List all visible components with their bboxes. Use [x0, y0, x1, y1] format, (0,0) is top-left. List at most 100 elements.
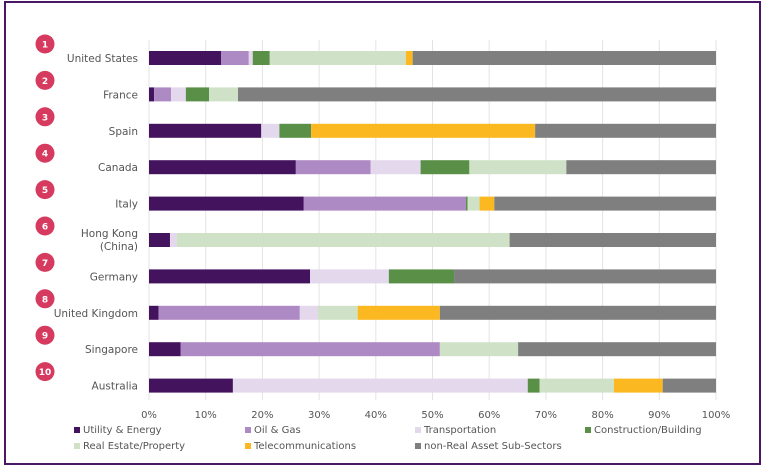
bar-segment [420, 160, 470, 175]
rank-badge: 10 [35, 362, 55, 382]
bar-segment [149, 87, 155, 102]
bar-segment [439, 305, 716, 320]
bar-segment [527, 378, 540, 393]
bar-segment [248, 51, 253, 65]
bar-segment [221, 51, 249, 65]
bar-segment [662, 378, 716, 393]
bar-row [149, 51, 716, 65]
rank-badge: 1 [35, 34, 55, 54]
bar-segment [299, 305, 318, 320]
rank-number: 7 [42, 259, 48, 269]
legend-item: Utility & Energy [74, 425, 162, 436]
bar-segment [357, 305, 440, 320]
bar-segment [149, 305, 159, 320]
legend-swatch [74, 427, 80, 433]
bar-segment [279, 123, 312, 138]
bar-segment [158, 305, 300, 320]
category-label: Spain [109, 126, 138, 138]
bar-row [149, 123, 716, 138]
bar-row [149, 233, 716, 247]
bar-segment [149, 269, 311, 284]
category-labels: United States France Spain Canada Italy Hong … [54, 53, 138, 393]
bar-row [149, 160, 716, 175]
bar-segment [535, 123, 716, 138]
bar-segment [149, 51, 222, 65]
legend-swatch [245, 427, 251, 433]
bar-segment [465, 196, 468, 211]
rank-badge: 7 [35, 252, 55, 272]
bar-segment [149, 160, 296, 175]
bar-segment [303, 196, 466, 211]
category-label: Germany [90, 271, 138, 283]
legend-item: Transportation [415, 425, 496, 436]
rank-number: 4 [42, 150, 48, 160]
rank-number: 5 [42, 186, 48, 196]
bar-segment [454, 269, 716, 284]
category-label: Australia [92, 381, 138, 393]
rank-badge: 5 [35, 180, 55, 200]
legend-item: Real Estate/Property [74, 441, 185, 452]
bar-segment [149, 342, 181, 357]
bar-segment [317, 305, 358, 320]
bar-row [149, 196, 716, 211]
bar-segment [509, 233, 716, 247]
x-axis-ticks: 0% 10% 20% 30% 40% 50% 60% 70% 80% 90% 100% [141, 410, 730, 421]
bar-segment [269, 51, 406, 65]
bar-segment [149, 233, 170, 247]
legend-label: Transportation [423, 425, 496, 436]
bar-row [149, 87, 717, 102]
rank-number: 6 [42, 223, 48, 233]
legend-label: Construction/Building [594, 425, 702, 436]
bar-segment [566, 160, 716, 175]
legend-item: Construction/Building [585, 425, 702, 436]
rank-number: 9 [42, 332, 48, 342]
rank-badge: 3 [35, 107, 55, 127]
category-label: United States [67, 53, 138, 65]
bar-segment [467, 196, 480, 211]
rank-badge: 6 [35, 216, 55, 236]
bar-segment [180, 342, 440, 357]
bar-segment [494, 196, 716, 211]
bar-segment [405, 51, 413, 65]
x-tick-label: 10% [195, 410, 217, 421]
bar-row [149, 378, 716, 393]
bar-segment [261, 123, 280, 138]
bar-segment [185, 87, 210, 102]
legend-label: non-Real Asset Sub-Sectors [424, 441, 562, 452]
bar-segment [370, 160, 421, 175]
legend-label: Oil & Gas [254, 425, 301, 436]
x-tick-label: 80% [591, 410, 613, 421]
legend-swatch [585, 427, 591, 433]
rank-number: 10 [39, 368, 52, 378]
rank-number: 1 [42, 41, 48, 51]
bar-segment [388, 269, 455, 284]
category-label: France [103, 89, 138, 101]
bar-row [149, 305, 716, 320]
rank-badge: 8 [35, 289, 55, 309]
bar-segment [238, 87, 717, 102]
rank-badges: 1 2 3 4 5 6 7 8 9 10 [35, 34, 55, 382]
bar-segment [176, 233, 510, 247]
x-tick-label: 90% [648, 410, 670, 421]
legend-swatch [74, 443, 80, 449]
bar-segment [149, 196, 304, 211]
bar-segment [171, 87, 186, 102]
bar-segment [469, 160, 567, 175]
bar-segment [209, 87, 239, 102]
legend-label: Telecommunications [253, 441, 356, 452]
rank-number: 3 [42, 113, 48, 123]
bars [149, 51, 717, 393]
bar-segment [149, 123, 262, 138]
x-tick-label: 30% [308, 410, 330, 421]
rank-badge: 4 [35, 143, 55, 163]
rank-number: 8 [42, 295, 48, 305]
bar-segment [613, 378, 663, 393]
category-label: United Kingdom [54, 308, 138, 320]
x-tick-label: 70% [535, 410, 557, 421]
bar-segment [412, 51, 716, 65]
bar-segment [252, 51, 270, 65]
legend-item: Telecommunications [245, 441, 356, 452]
x-tick-label: 60% [478, 410, 500, 421]
x-tick-label: 50% [421, 410, 443, 421]
